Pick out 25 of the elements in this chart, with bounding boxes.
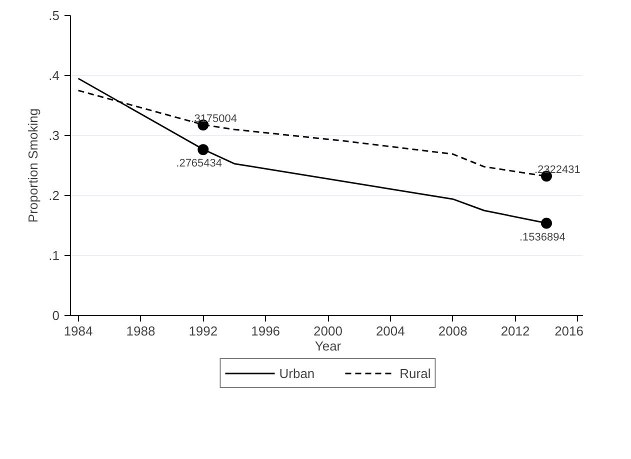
data-label: .3175004 <box>191 113 238 125</box>
x-tick-label: 2016 <box>554 324 584 338</box>
legend-label: Urban <box>279 366 315 380</box>
y-tick-label: .3 <box>48 128 60 143</box>
data-label: .2322431 <box>534 164 580 176</box>
y-tick-label: .5 <box>48 8 60 23</box>
x-tick-label: 1992 <box>188 324 218 338</box>
point <box>198 144 209 156</box>
x-tick-label: 2008 <box>438 324 468 338</box>
x-tick-label: 2004 <box>376 324 405 338</box>
x-tick-label: 1996 <box>251 324 280 338</box>
x-tick-label: 2000 <box>314 324 342 338</box>
x-tick-label: 1988 <box>126 324 156 338</box>
y-tick-label: .1 <box>48 248 60 263</box>
point <box>540 218 552 229</box>
y-axis-title: Proportion Smoking <box>26 108 41 223</box>
x-axis-title: Year <box>314 338 342 354</box>
x-tick-label: 1984 <box>64 324 93 338</box>
legend-label: Rural <box>400 366 431 380</box>
x-tick-label: 2012 <box>500 324 530 338</box>
data-label: .2765434 <box>176 158 222 170</box>
y-tick-label: .4 <box>48 68 60 83</box>
y-tick-label: .2 <box>48 188 60 203</box>
y-tick-label: 0 <box>52 308 60 323</box>
data-label: .1536894 <box>519 231 566 244</box>
